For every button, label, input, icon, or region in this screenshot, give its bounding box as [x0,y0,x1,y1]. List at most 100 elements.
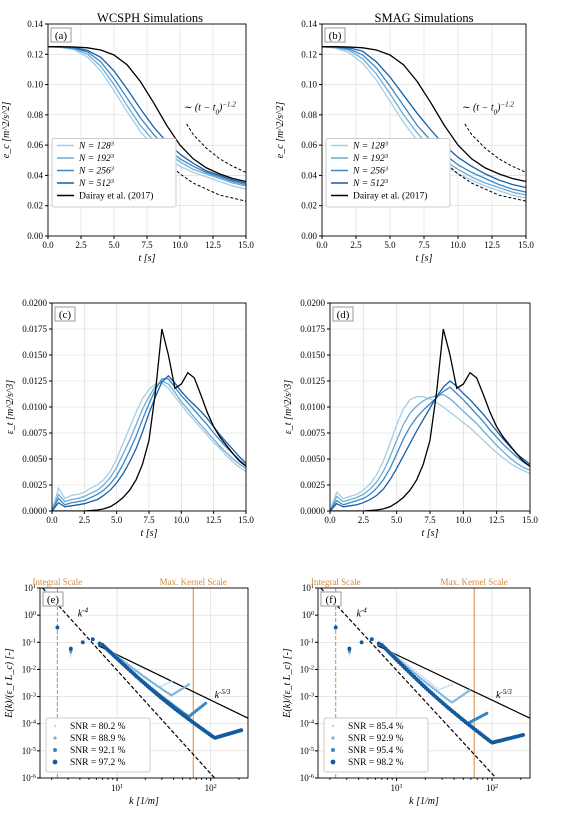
spectrum-point [155,684,159,687]
spectrum-point [140,673,144,677]
spectrum-point [161,688,164,691]
axes-frame [47,23,247,237]
tick-label-x: 12.5 [206,515,222,525]
tick-label-x: 5.0 [111,515,123,525]
spectrum-point [449,700,452,703]
series-line [322,46,526,189]
series-line [52,328,246,511]
legend-swatch [53,736,57,740]
spectrum-point [415,670,418,673]
tick-label-x: 5.0 [384,240,396,250]
legend-swatch [331,736,335,740]
panel-tag: (b) [324,27,346,43]
spectrum-point [68,646,73,651]
spectrum-point [449,684,452,686]
spectrum-point [69,655,72,657]
tick-label-y: 0.14 [301,19,317,29]
spectrum-point [144,676,147,680]
series-line [48,46,246,183]
legend-swatch [53,724,57,728]
spectrum-point [464,691,468,695]
tick-label-y: 0.0150 [22,350,47,360]
tick-label-y: 0.04 [27,170,43,180]
scale-label: Max. Kernel Scale [441,577,508,587]
tick-label-y: 0.02 [27,201,43,211]
panel-tag-label: (a) [55,30,68,42]
tick-label-y: 10-1 [300,637,314,648]
y-axis-label: E(k)/(ε_t L_c) [-] [4,648,15,719]
tick-label-y: 10-4 [300,718,315,729]
legend-label: SNR = 97.2 % [70,758,126,768]
spectrum-point [376,641,381,646]
spectrum-point [421,675,423,677]
spectrum-point [142,675,146,678]
spectrum-point [151,681,155,685]
tick-label-x: 102 [205,783,217,794]
legend-label: SNR = 80.2 % [70,722,126,732]
spectrum-point [159,685,162,688]
legend-box [51,137,177,208]
spectrum-point [239,728,244,733]
spectrum-point [181,686,185,690]
spectrum-point [55,625,60,630]
spectrum-point [426,682,429,686]
legend-swatch [52,759,58,765]
spectrum-point [170,693,174,697]
spectrum-point [428,681,431,683]
spectrum-point [176,690,179,693]
tick-label-y: 0.0075 [300,428,325,438]
spectrum-point [458,695,462,699]
spectrum-point [456,697,460,700]
spectrum-point [401,660,404,663]
series-line [322,46,526,183]
spectrum-point [443,695,447,699]
x-axis-label: k [1/m] [129,796,159,807]
spectrum-point [418,676,422,679]
tick-label-y: 0.0150 [300,350,325,360]
legend-label: N = 1283 [352,140,389,152]
tick-label-y: 0.12 [301,49,317,59]
panel-tag: (c) [54,306,76,322]
tick-label-y: 0.04 [301,170,317,180]
tick-label-y: 10-3 [22,691,36,702]
slope-label: k-4 [78,606,89,619]
slope-label: k-4 [357,606,368,619]
legend-label: Dairay et al. (2017) [353,190,427,201]
tick-label-y: 0.0200 [300,298,325,308]
spectrum-point [430,685,433,689]
spectrum-point [407,664,410,667]
spectrum-point [348,655,351,657]
tick-label-y: 0.0125 [22,376,47,386]
series-line [330,386,530,511]
legend-swatch [331,724,335,728]
spectrum-point [69,651,73,655]
tick-label-y: 10-1 [22,637,36,648]
spectrum-point [445,685,448,688]
tick-label-y: 10-6 [22,773,36,784]
spectrum-point [163,689,166,692]
legend-swatch [330,759,336,765]
spectrum-point [521,732,525,737]
reference-line [320,588,497,778]
tick-label-y: 101 [302,583,314,594]
tick-label-y: 0.00 [27,231,43,241]
tick-label-x: 12.5 [205,240,221,250]
tick-label-x: 102 [486,783,498,794]
tick-label-x: 0.0 [324,515,336,525]
spectrum-point [135,669,138,673]
tick-label-y: 10-6 [300,773,314,784]
legend-label: N = 1923 [352,152,389,164]
tick-label-y: 0.08 [301,110,317,120]
tick-label-y: 101 [24,583,36,594]
tick-label-y: 0.0075 [22,428,47,438]
panel-tag: (e) [42,591,64,607]
tick-label-x: 2.5 [350,240,362,250]
tick-label-y: 0.10 [27,80,43,90]
spectrum-point [432,687,435,690]
tick-label-x: 7.5 [141,240,153,250]
spectrum-point [333,625,338,630]
panel-tag-box [332,306,354,322]
series-line [322,46,526,193]
